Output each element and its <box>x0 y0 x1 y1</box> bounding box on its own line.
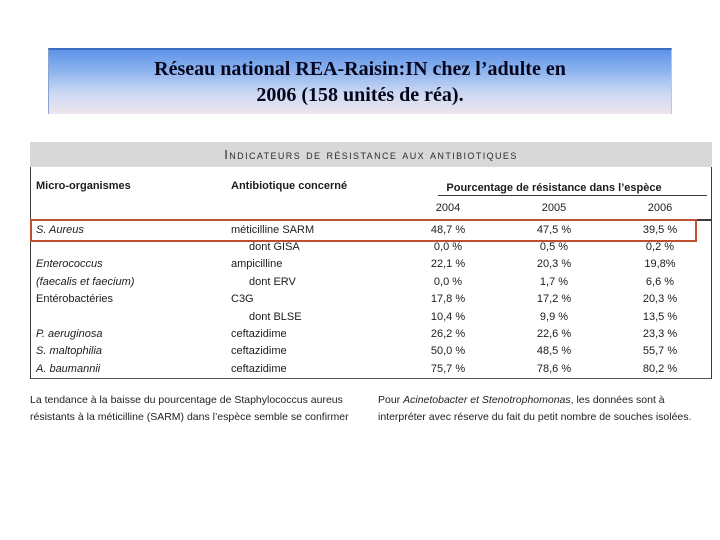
slide-title-banner: Réseau national REA-Raisin:IN chez l’adu… <box>48 48 672 114</box>
col-header-pourcentage-label: Pourcentage de résistance dans l’espèce <box>446 182 662 194</box>
table-row: A. baumannii ceftazidime 75,7 % 78,6 % 8… <box>36 362 678 375</box>
resistance-table: Micro-organismes Antibiotique concerné P… <box>30 167 712 379</box>
year-2006: 2006 <box>647 201 673 214</box>
footer-left-text: La tendance à la baisse du pourcentage d… <box>30 394 349 423</box>
table-row: P. aeruginosa ceftazidime 26,2 % 22,6 % … <box>36 328 678 341</box>
resistance-table-sheet: Indicateurs de résistance aux antibiotiq… <box>28 140 714 456</box>
table-header-row: Micro-organismes Antibiotique concerné P… <box>31 167 711 196</box>
year-2004: 2004 <box>435 201 461 214</box>
table-year-row: 2004 2005 2006 <box>31 196 711 219</box>
col-header-antibiotique: Antibiotique concerné <box>231 180 348 192</box>
slide-title-line1: Réseau national REA-Raisin:IN chez l’adu… <box>154 58 566 80</box>
footer-note-right: Pour Acinetobacter et Stenotrophomonas, … <box>378 392 714 426</box>
footer-note-left: La tendance à la baisse du pourcentage d… <box>30 392 366 430</box>
col-header-micro-organismes: Micro-organismes <box>36 180 131 192</box>
table-row: dont BLSE 10,4 % 9,9 % 13,5 % <box>249 310 678 323</box>
footer-right-genus-names: Acinetobacter et Stenotrophomonas <box>403 394 571 406</box>
table-bottom-rule <box>31 377 711 379</box>
slide-title-line2: 2006 (158 unités de réa). <box>256 84 464 106</box>
col-header-pourcentage: Pourcentage de résistance dans l’espèce <box>395 178 713 196</box>
table-row: dont GISA 0,0 % 0,5 % 0,2 % <box>249 241 675 254</box>
table-row: S. maltophilia ceftazidime 50,0 % 48,5 %… <box>36 345 678 358</box>
table-caption: Indicateurs de résistance aux antibiotiq… <box>30 142 712 167</box>
footer-right-prefix: Pour <box>378 394 404 406</box>
table-row: (faecalis et faecium) dont ERV 0,0 % 1,7… <box>36 275 675 288</box>
pourcentage-underline <box>438 195 707 196</box>
table-row: Enterococcus ampicilline 22,1 % 20,3 % 1… <box>36 258 676 271</box>
table-row: Entérobactéries C3G 17,8 % 17,2 % 20,3 % <box>36 293 678 306</box>
footer-left-clipped-line: . . · . . · . . · . · . . · . . · . . · … <box>30 426 366 430</box>
table-row: S. Aureus méticilline SARM 48,7 % 47,5 %… <box>36 223 678 236</box>
footer-right-rest: , les données sont à interpréter avec ré… <box>378 394 692 423</box>
year-2005: 2005 <box>541 201 567 214</box>
